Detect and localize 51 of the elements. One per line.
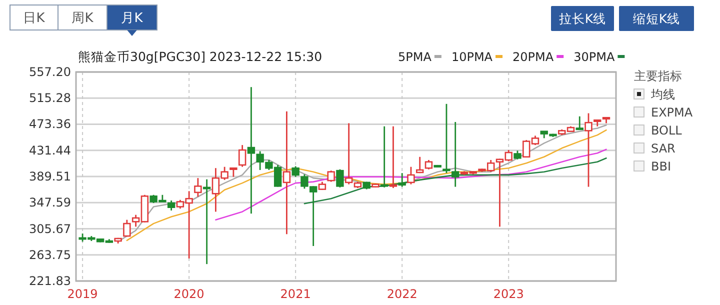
chart-title: 熊猫金币30g[PGC30] 2023-12-22 15:30 [78,49,322,64]
candlestick [123,219,131,238]
y-tick-label: 347.59 [29,196,71,210]
text: 月K [121,11,144,26]
x-tick-label: 2023 [493,287,524,301]
y-tick-label: 431.44 [29,143,71,158]
y-tick-label: 557.20 [29,65,71,79]
legend-label: 30PMA [574,50,616,64]
line-series [215,148,607,220]
y-tick-label: 221.83 [29,274,71,288]
text: 日K [23,11,46,26]
candlestick [238,144,246,168]
candlestick [442,103,450,174]
candlestick [398,172,406,188]
candlestick [584,112,592,188]
x-tick-label: 2019 [67,287,98,301]
y-tick-label: 263.75 [29,248,71,262]
text: 周K [72,11,94,26]
candlestick [194,177,202,198]
y-tick-label: 473.36 [29,117,71,132]
x-tick-label: 2022 [386,287,418,301]
candlestick [327,170,335,183]
candlestick [576,116,584,130]
candlestick [336,168,344,188]
candlestick [424,159,433,170]
text: 均线 [650,88,675,102]
x-tick-label: 2021 [280,287,311,301]
y-tick-label: 515.28 [29,91,71,106]
y-tick-label: 305.67 [29,222,71,236]
candlestick [407,166,415,185]
y-tick-label: 389.51 [29,170,71,184]
text: 缩短K线 [632,11,680,26]
candlestick [452,121,460,188]
candlestick [282,110,291,235]
text: EXPMA [651,106,694,120]
legend-label: 20PMA [512,50,554,64]
text: 主要指标 [634,69,682,83]
text: BBI [651,160,672,174]
candlestick [389,126,398,189]
candlestick [416,156,424,174]
legend-label: 10PMA [451,50,494,64]
text: BOLL [651,124,682,138]
line-series [304,157,607,204]
candlestick [202,178,211,265]
text: SAR [651,142,676,156]
candlestick [167,200,176,212]
candlestick [380,126,388,188]
candlestick [292,166,300,178]
x-tick-label: 2020 [174,287,204,301]
legend-label: 5PMA [398,50,432,64]
text: 拉长K线 [558,11,606,26]
